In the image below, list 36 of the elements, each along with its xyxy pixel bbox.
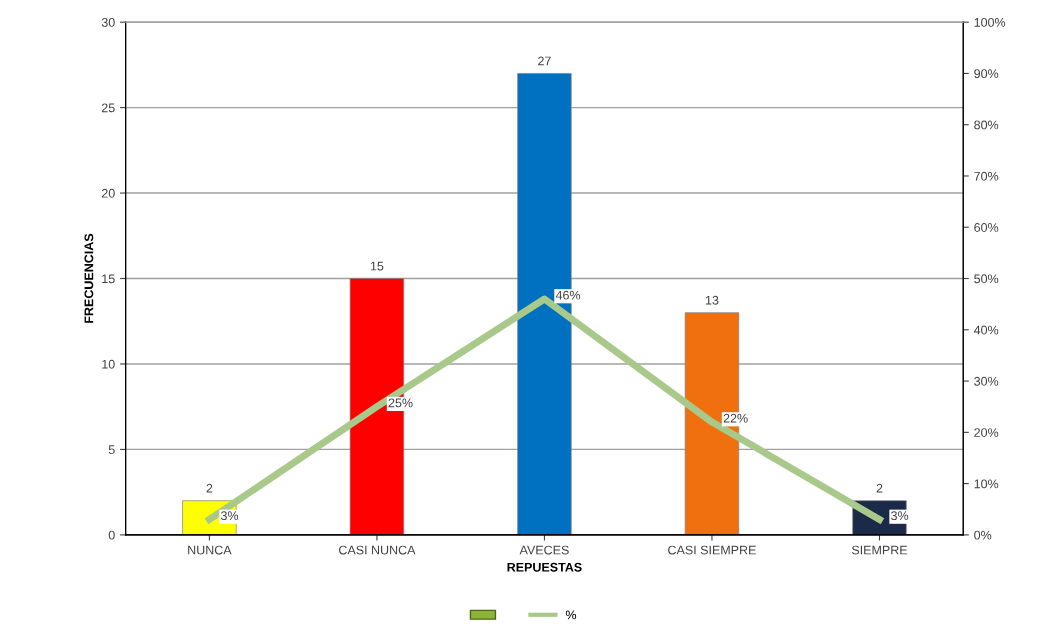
x-tick-label: CASI NUNCA	[339, 545, 416, 555]
data-label: 2	[206, 483, 213, 493]
y2-tick-label: 60%	[974, 223, 999, 232]
data-label: 22%	[723, 413, 748, 423]
x-tick-label: CASI SIEMPRE	[668, 545, 756, 555]
data-label: 3%	[220, 511, 239, 521]
x-axis-title: REPUESTAS	[507, 562, 582, 572]
y-tick-label: 10	[102, 359, 115, 369]
legend-label: %	[565, 610, 577, 620]
y2-tick-label: 90%	[974, 69, 999, 79]
data-label: 13	[705, 295, 719, 305]
x-tick-label: NUNCA	[188, 545, 232, 555]
data-label: 46%	[555, 290, 581, 300]
y2-tick-label: 80%	[974, 120, 999, 130]
data-label: 15	[370, 261, 384, 271]
y-tick-label: 20	[101, 188, 115, 198]
y2-tick-label: 10%	[974, 479, 999, 489]
x-tick-label: SIEMPRE	[851, 545, 908, 555]
y-tick-label: 5	[108, 445, 115, 455]
y2-tick-label: 40%	[973, 325, 999, 335]
y2-tick-label: 0%	[974, 530, 992, 540]
y2-tick-label: 70%	[974, 171, 999, 181]
x-tick-label: AVECES	[519, 545, 569, 555]
y-axis-title: FRECUENCIAS	[84, 233, 94, 323]
data-label: 3%	[891, 511, 909, 521]
y-tick-label: 30	[101, 17, 115, 27]
y2-tick-label: 100%	[974, 17, 1006, 27]
y2-tick-label: 50%	[974, 274, 999, 284]
y-tick-label: 0	[108, 530, 115, 540]
data-label: 2	[876, 483, 883, 493]
data-label: 25%	[388, 398, 413, 408]
y2-tick-label: 20%	[974, 428, 999, 437]
y2-tick-label: 30%	[974, 376, 999, 386]
y-tick-label: 15	[102, 274, 115, 284]
data-label: 27	[538, 56, 551, 66]
y-tick-label: 25	[101, 103, 115, 113]
